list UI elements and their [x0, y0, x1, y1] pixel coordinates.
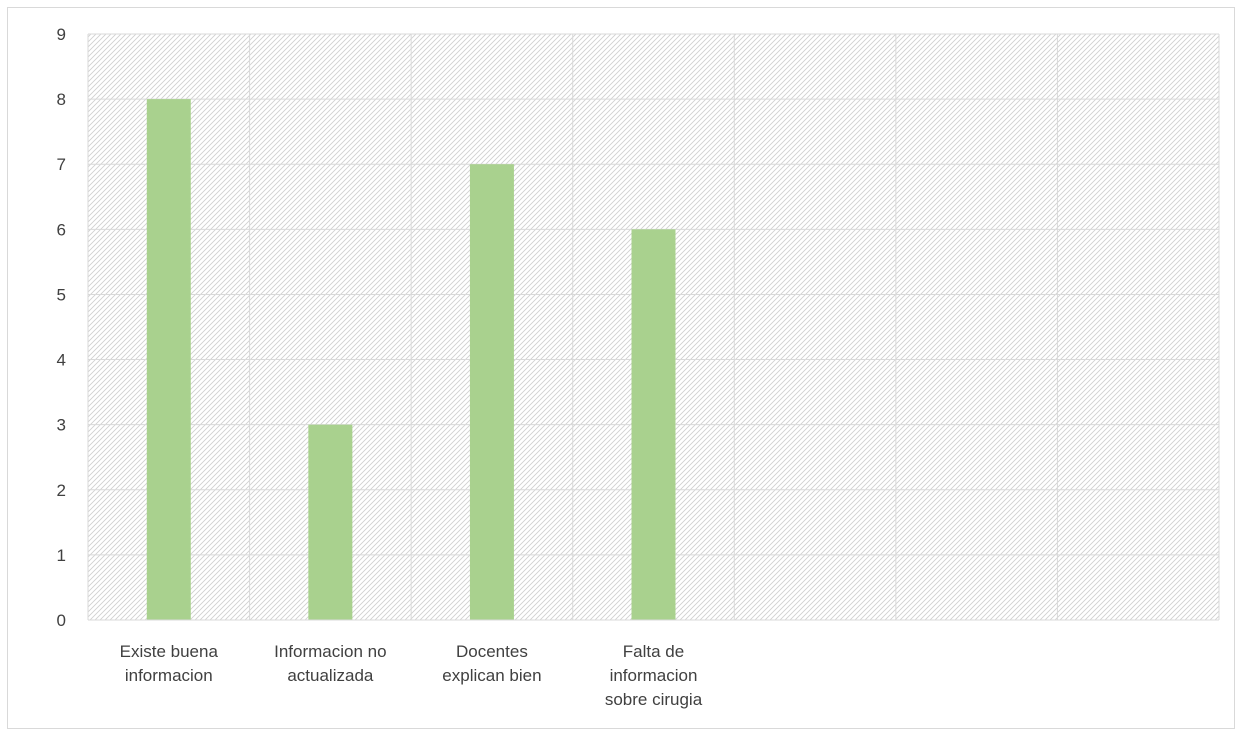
x-category-label-line: informacion	[125, 666, 213, 685]
bar-1	[146, 99, 191, 621]
x-category-label-line: explican bien	[442, 666, 541, 685]
bar-2	[308, 424, 353, 620]
bar-4	[631, 229, 676, 621]
x-category-label-line: Informacion no	[274, 642, 386, 661]
y-tick-label: 6	[57, 220, 66, 239]
y-tick-label: 4	[57, 351, 66, 370]
y-tick-label: 0	[57, 611, 66, 630]
y-tick-label: 1	[57, 546, 66, 565]
y-tick-label: 3	[57, 416, 66, 435]
y-tick-label: 2	[57, 481, 66, 500]
x-category-label-line: actualizada	[287, 666, 374, 685]
x-category-label: Docentes explican bien	[442, 642, 541, 685]
x-category-label: Existe buena informacion	[120, 642, 219, 685]
y-tick-label: 9	[57, 25, 66, 44]
x-category-label-line: sobre cirugia	[605, 690, 703, 709]
x-category-label: Falta de informacion sobre cirugia	[605, 642, 703, 709]
bar-3	[469, 164, 514, 620]
y-tick-label: 8	[57, 90, 66, 109]
x-category-label-line: Existe buena	[120, 642, 219, 661]
y-tick-label: 5	[57, 285, 66, 304]
y-tick-label: 7	[57, 155, 66, 174]
x-category-label-line: informacion	[610, 666, 698, 685]
x-category-label-line: Docentes	[456, 642, 528, 661]
x-category-label: Informacion no actualizada	[274, 642, 386, 685]
x-category-label-line: Falta de	[623, 642, 684, 661]
